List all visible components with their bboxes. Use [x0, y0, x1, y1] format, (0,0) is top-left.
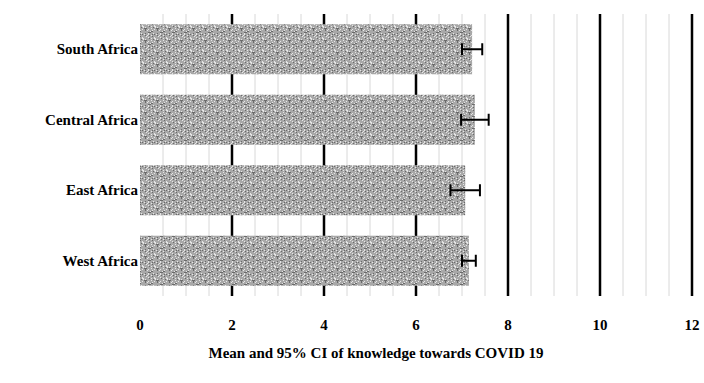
minor-grid-line	[485, 14, 486, 296]
bars	[140, 24, 489, 286]
chart: South Africa Central Africa East Africa Wes…	[0, 0, 704, 383]
grid-line	[691, 14, 694, 296]
error-cap	[479, 184, 481, 196]
tick-label: 6	[412, 317, 420, 333]
error-cap	[475, 255, 477, 267]
category-label: South Africa	[57, 41, 139, 57]
bar	[140, 24, 472, 74]
category-label: East Africa	[66, 182, 139, 198]
bar	[140, 165, 465, 215]
axis-label: Mean and 95% CI of knowledge towards COV…	[208, 345, 543, 361]
bar	[140, 236, 469, 286]
bar	[140, 95, 475, 145]
minor-grid-line	[646, 14, 647, 296]
category-label: West Africa	[63, 253, 139, 269]
error-bar	[462, 255, 476, 267]
minor-grid-line	[623, 14, 624, 296]
minor-grid-line	[531, 14, 532, 296]
minor-grid-line	[554, 14, 555, 296]
grid-line	[507, 14, 510, 296]
tick-label: 0	[136, 317, 144, 333]
error-line	[461, 119, 489, 121]
error-bar	[462, 43, 482, 55]
tick-label: 8	[504, 317, 512, 333]
error-cap	[481, 43, 483, 55]
error-bar	[461, 114, 489, 126]
tick-label: 4	[320, 317, 328, 333]
error-line	[462, 260, 476, 262]
error-cap	[461, 255, 463, 267]
error-bar	[451, 184, 480, 196]
tick-label: 2	[228, 317, 236, 333]
tick-label: 10	[593, 317, 608, 333]
grid-line	[599, 14, 602, 296]
error-cap	[488, 114, 490, 126]
category-label: Central Africa	[45, 112, 138, 128]
tick-label: 12	[685, 317, 700, 333]
minor-grid-line	[577, 14, 578, 296]
error-cap	[460, 114, 462, 126]
error-line	[462, 48, 482, 50]
error-line	[451, 189, 480, 191]
error-cap	[450, 184, 452, 196]
minor-grid-line	[669, 14, 670, 296]
error-cap	[461, 43, 463, 55]
